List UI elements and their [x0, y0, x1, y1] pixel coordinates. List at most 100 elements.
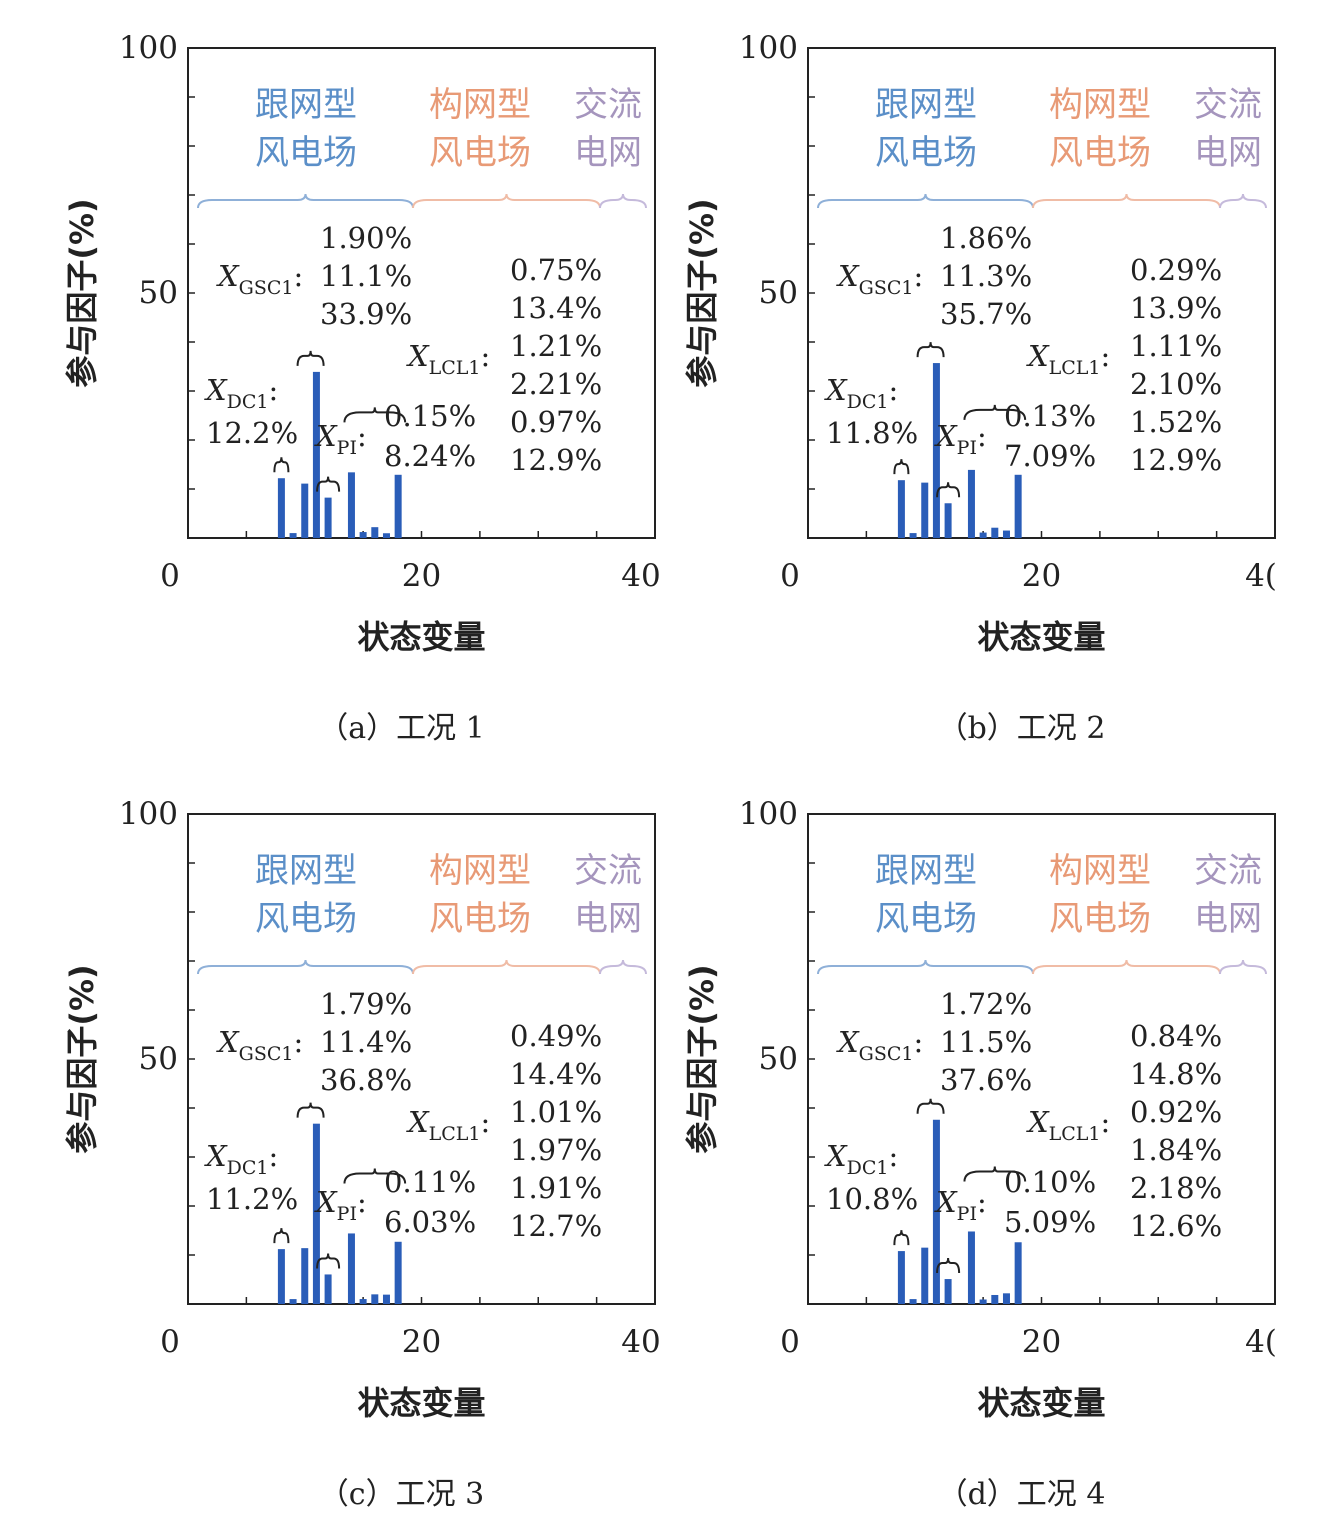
plot-frame: [807, 813, 1276, 1305]
region-label-follow: 风电场: [255, 133, 357, 173]
data-bar: [1002, 530, 1010, 538]
brace-dc: [893, 459, 910, 475]
gsc-value: 33.9%: [320, 297, 412, 331]
x-tick-label: 40: [621, 558, 660, 594]
region-label-follow: 跟网型: [875, 851, 977, 891]
data-bar: [289, 1299, 297, 1304]
x-axis-label: 状态变量: [357, 618, 485, 656]
y-axis-label: 参与因子(%): [683, 964, 721, 1153]
lcl-value: 2.21%: [510, 367, 602, 401]
region-label-ac: 交流: [574, 85, 642, 125]
data-bar: [359, 1299, 367, 1304]
x-axis-label: 状态变量: [357, 1384, 485, 1422]
gsc-value: 1.86%: [940, 221, 1032, 255]
brace-dc: [273, 1228, 290, 1244]
region-label-form: 构网型: [429, 85, 531, 125]
brace-pi: [936, 482, 961, 498]
region-brace-ac: [1219, 193, 1267, 209]
data-bar: [277, 1249, 285, 1304]
pi-value: 0.11%: [384, 1165, 476, 1199]
gsc-value: 11.1%: [320, 259, 412, 293]
data-bar: [359, 532, 367, 538]
dc-value: 11.8%: [826, 416, 918, 450]
pi-label: XPI:: [934, 1185, 987, 1225]
region-brace-form: [412, 959, 601, 975]
lcl-label: XLCL1:: [406, 1105, 490, 1145]
brace-pi: [936, 1258, 961, 1274]
panel-caption: （a）工况 1: [318, 711, 485, 746]
lcl-value: 1.11%: [1130, 329, 1222, 363]
dc-label: XDC1:: [824, 373, 898, 413]
region-brace-follow: [197, 193, 414, 209]
data-bar: [1014, 474, 1022, 538]
data-bar: [921, 1247, 929, 1304]
brace-lcl: [963, 1166, 1027, 1182]
data-bar: [1002, 1293, 1010, 1304]
region-brace-follow: [197, 959, 414, 975]
y-tick-label: 50: [139, 275, 178, 311]
gsc-value: 37.6%: [940, 1063, 1032, 1097]
data-bar: [944, 503, 952, 538]
x-tick-label: 0: [160, 1324, 180, 1360]
lcl-value: 1.01%: [510, 1095, 602, 1129]
y-tick-label: 50: [759, 1041, 798, 1077]
region-label-form: 构网型: [1049, 85, 1151, 125]
x-axis-label: 状态变量: [977, 618, 1105, 656]
data-bar: [312, 1123, 320, 1304]
region-label-form: 构网型: [429, 851, 531, 891]
pi-value: 0.15%: [384, 399, 476, 433]
lcl-value: 1.91%: [510, 1171, 602, 1205]
data-bar: [301, 483, 309, 538]
gsc-value: 11.4%: [320, 1025, 412, 1059]
region-brace-form: [1032, 193, 1221, 209]
data-bar: [382, 533, 390, 538]
region-brace-ac: [599, 193, 647, 209]
brace-pi: [316, 476, 341, 492]
data-bar: [897, 1251, 905, 1304]
x-tick-label: 0: [780, 1324, 800, 1360]
brace-dc: [893, 1230, 910, 1246]
lcl-value: 0.49%: [510, 1019, 602, 1053]
x-tick-label: 0: [160, 558, 180, 594]
y-tick-label: 100: [119, 30, 178, 66]
pi-value: 7.09%: [1004, 439, 1096, 473]
gsc-label: XGSC1:: [836, 1025, 923, 1065]
data-bar: [932, 363, 940, 538]
pi-label: XPI:: [314, 419, 367, 459]
region-label-ac: 交流: [1194, 851, 1262, 891]
region-label-ac: 电网: [1194, 133, 1262, 173]
data-bar: [967, 1231, 975, 1304]
dc-label: XDC1:: [204, 1139, 278, 1179]
data-bar: [944, 1279, 952, 1304]
data-bar: [909, 1299, 917, 1304]
gsc-value: 1.72%: [940, 987, 1032, 1021]
data-bar: [289, 533, 297, 538]
x-axis-label: 状态变量: [977, 1384, 1105, 1422]
lcl-value: 12.7%: [510, 1209, 602, 1243]
y-tick-label: 100: [119, 796, 178, 832]
brace-gsc: [296, 350, 325, 366]
lcl-value: 0.97%: [510, 405, 602, 439]
x-tick-label: 0: [780, 558, 800, 594]
brace-gsc: [916, 1098, 945, 1114]
brace-lcl: [343, 407, 407, 423]
region-label-form: 构网型: [1049, 851, 1151, 891]
data-bar: [991, 1294, 999, 1304]
lcl-value: 0.92%: [1130, 1095, 1222, 1129]
region-brace-follow: [817, 193, 1034, 209]
pi-label: XPI:: [314, 1185, 367, 1225]
lcl-value: 1.52%: [1130, 405, 1222, 439]
data-bar: [382, 1294, 390, 1304]
data-bar: [1014, 1242, 1022, 1304]
brace-gsc: [296, 1102, 325, 1118]
dc-value: 10.8%: [826, 1182, 918, 1216]
lcl-value: 13.4%: [510, 291, 602, 325]
region-label-follow: 风电场: [255, 899, 357, 939]
region-label-form: 风电场: [1049, 899, 1151, 939]
region-brace-form: [1032, 959, 1221, 975]
region-label-form: 风电场: [429, 133, 531, 173]
dc-value: 12.2%: [206, 416, 298, 450]
